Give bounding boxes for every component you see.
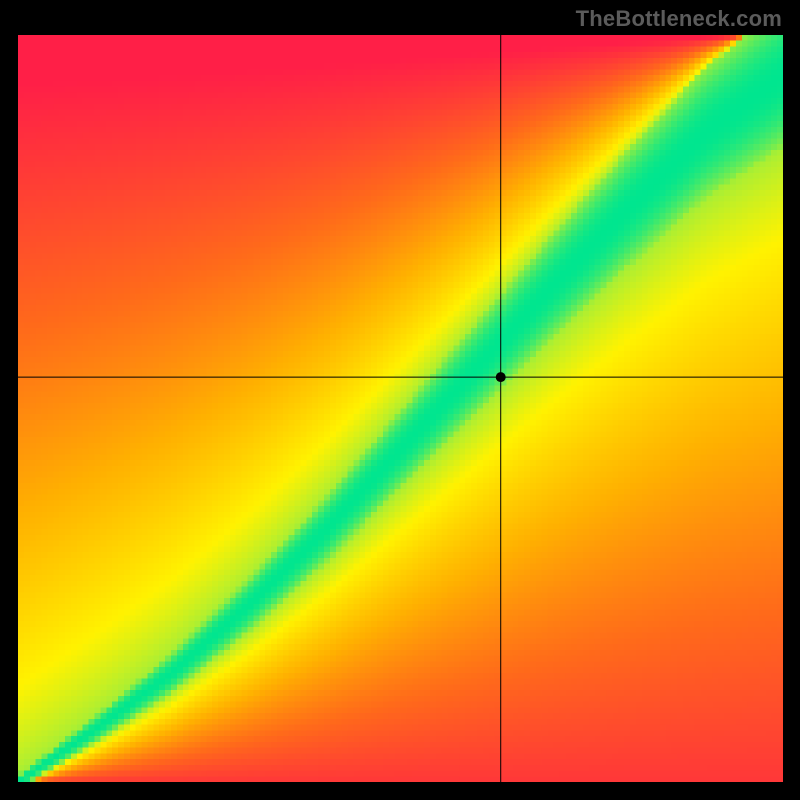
chart-container: TheBottleneck.com [0,0,800,800]
heatmap-canvas [18,35,783,782]
watermark-text: TheBottleneck.com [576,6,782,32]
heatmap-plot [18,35,783,782]
